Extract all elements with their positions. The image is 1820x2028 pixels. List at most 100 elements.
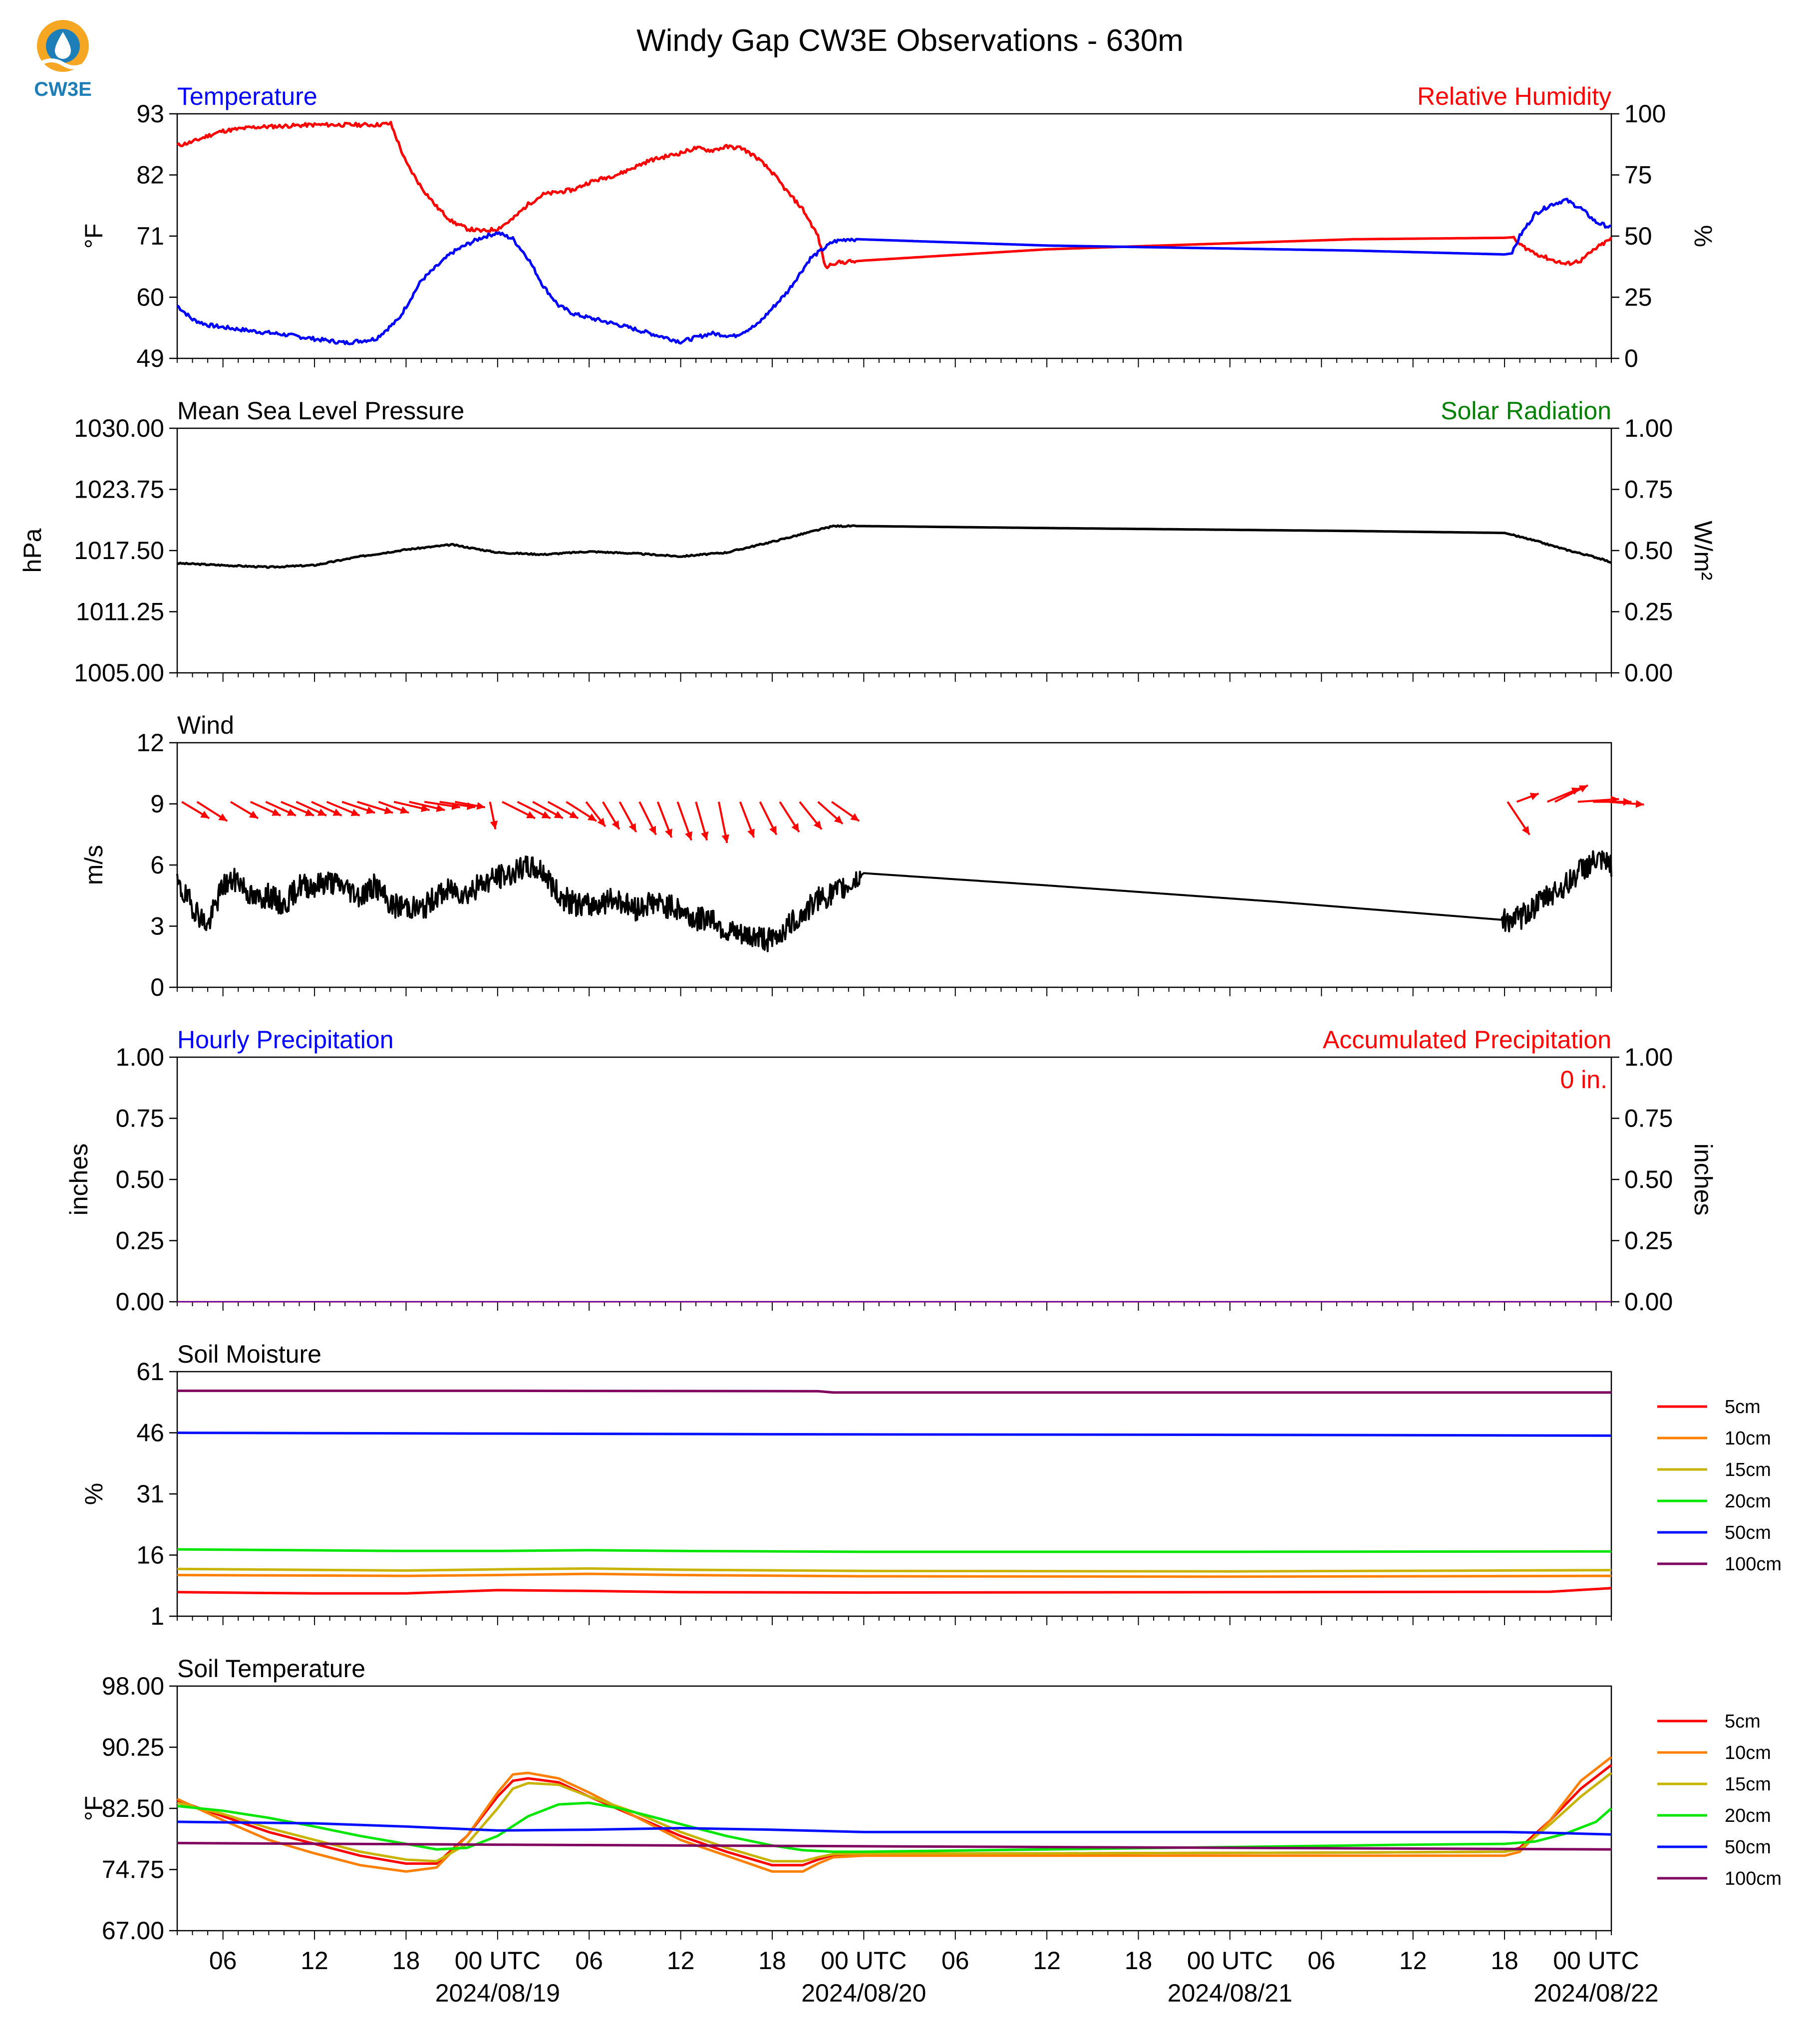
rh-line — [176, 121, 1613, 270]
legend-label-15cm: 15cm — [1725, 1459, 1771, 1480]
panel-title-left: Hourly Precipitation — [177, 1026, 394, 1054]
wind-arrow-head — [701, 831, 709, 841]
y-tick-label: 0.50 — [116, 1165, 164, 1193]
y-tick-label: 90.25 — [102, 1734, 164, 1761]
legend-label-15cm: 15cm — [1725, 1774, 1771, 1795]
wind-arrow-head — [304, 809, 314, 816]
y-tick-label: 46 — [136, 1419, 164, 1447]
legend-label-20cm: 20cm — [1725, 1491, 1771, 1512]
wind-arrow-head — [648, 826, 656, 835]
x-date-label: 2024/08/22 — [1533, 1979, 1658, 2007]
panel-stack: Temperature Relative Humidity496071829302… — [18, 82, 1782, 2007]
x-tick-label: 00 UTC — [1553, 1947, 1639, 1975]
wind-arrow-head — [287, 809, 296, 816]
plot-frame — [176, 1685, 1612, 1932]
y-tick-label-right: 0.50 — [1624, 537, 1673, 565]
soil-line-50cm — [177, 1820, 1612, 1836]
y-tick-label: 16 — [136, 1541, 164, 1569]
wind-arrow-head — [747, 828, 755, 838]
y-tick-label: 60 — [136, 284, 164, 311]
x-tick-label: 12 — [667, 1947, 695, 1975]
y-tick-label: 6 — [150, 851, 164, 879]
figure-title: Windy Gap CW3E Observations - 630m — [636, 23, 1184, 58]
panel-title-right: Accumulated Precipitation — [1323, 1026, 1611, 1054]
x-tick-label: 00 UTC — [821, 1947, 907, 1975]
y-axis-label: hPa — [18, 528, 46, 573]
wind-arrow-head — [791, 823, 799, 832]
wind-arrow-head — [541, 811, 551, 819]
wind-arrow-head — [400, 806, 409, 814]
wind-arrow-head — [436, 804, 445, 812]
temperature-line — [176, 198, 1612, 345]
panel-soil-temp: Soil Temperature 67.00 74.75 82.50 90.25 98.0… — [80, 1655, 1782, 1945]
wind-arrow-head — [554, 811, 563, 819]
y-tick-label: 1017.50 — [74, 537, 164, 565]
wind-arrow-head — [597, 818, 606, 827]
wind-arrow-head — [1529, 793, 1539, 800]
wind-arrow-head — [384, 807, 393, 815]
y-tick-label-right: 0.25 — [1624, 598, 1673, 626]
wind-arrow-head — [249, 811, 258, 819]
y-tick-label-right: 25 — [1624, 284, 1652, 311]
y-tick-label-right: 0.75 — [1624, 1105, 1673, 1133]
y-tick-label: 82 — [136, 161, 164, 189]
legend-label-100cm: 100cm — [1725, 1868, 1782, 1889]
y-tick-label: 0.00 — [116, 1288, 164, 1316]
wind-arrow-head — [218, 813, 228, 821]
x-tick-label: 18 — [1491, 1947, 1518, 1975]
y-tick-label: 93 — [136, 100, 164, 128]
x-tick-label: 06 — [1307, 1947, 1335, 1975]
y-tick-label: 74.75 — [102, 1856, 164, 1884]
y-tick-label: 61 — [136, 1358, 164, 1386]
soil-line-20cm — [177, 1548, 1612, 1553]
y-axis-label: °F — [80, 224, 108, 249]
x-tick-label: 06 — [209, 1947, 237, 1975]
wind-arrow-head — [1635, 800, 1644, 808]
y-tick-label: 0.25 — [116, 1227, 164, 1255]
wind-arrow-head — [834, 815, 843, 824]
cw3e-logo: CW3E — [34, 20, 92, 100]
legend-label-100cm: 100cm — [1725, 1554, 1782, 1575]
y-tick-label-right: 0.00 — [1624, 1288, 1673, 1316]
wind-arrow-head — [569, 811, 579, 819]
y-tick-label: 1011.25 — [76, 598, 164, 626]
wind-arrow-head — [721, 834, 730, 843]
legend: 5cm 10cm 15cm 20cm 50cm 100cm — [1657, 1397, 1782, 1575]
wind-arrow-head — [366, 806, 375, 814]
legend-label-10cm: 10cm — [1725, 1742, 1771, 1763]
y-tick-label: 9 — [150, 790, 164, 818]
panel-pressure: Mean Sea Level Pressure Solar Radiation 10… — [18, 397, 1717, 687]
y-tick-label: 82.50 — [102, 1794, 164, 1822]
y-tick-label-right: 0.00 — [1624, 659, 1673, 687]
legend-label-10cm: 10cm — [1725, 1428, 1771, 1449]
cw3e-water-drop-icon — [55, 32, 71, 59]
y-tick-label-right: 0.75 — [1624, 476, 1673, 504]
x-tick-label: 12 — [1399, 1947, 1427, 1975]
wind-arrow-head — [1578, 785, 1588, 793]
y-tick-label-right: 0.25 — [1624, 1227, 1673, 1255]
y-tick-label: 0.75 — [116, 1105, 164, 1133]
legend-label-50cm: 50cm — [1725, 1837, 1771, 1858]
panel-title-left: Wind — [177, 711, 234, 739]
y-tick-label-right: 0.50 — [1624, 1165, 1673, 1193]
y-axis-label: inches — [65, 1144, 93, 1216]
wind-arrow-head — [1623, 798, 1632, 806]
wind-arrow-head — [490, 820, 498, 830]
y-tick-label: 12 — [136, 729, 164, 757]
panel-soil-moisture: Soil Moisture 1 16 31 46 61% 5cm 10cm 15cm 20cm 50… — [80, 1340, 1782, 1630]
panel-temp: Temperature Relative Humidity 49 60 71 82 93 0 2… — [80, 82, 1717, 372]
y-tick-label-right: 50 — [1624, 222, 1652, 250]
y-axis-label: m/s — [80, 845, 108, 885]
y-tick-label: 49 — [136, 344, 164, 372]
wind-arrow-head — [769, 826, 777, 835]
x-date-label: 2024/08/19 — [435, 1979, 560, 2007]
panel-title-right: Relative Humidity — [1417, 82, 1611, 110]
panel-title-left: Temperature — [177, 82, 317, 110]
wind-arrow-head — [526, 811, 536, 819]
wind-arrow-head — [665, 828, 672, 838]
panel-wind: Wind 0 3 6 9 12 m/s — [80, 711, 1644, 1001]
soil-line-20cm — [177, 1801, 1612, 1853]
y-axis-label: % — [80, 1483, 108, 1505]
legend-label-50cm: 50cm — [1725, 1522, 1771, 1543]
